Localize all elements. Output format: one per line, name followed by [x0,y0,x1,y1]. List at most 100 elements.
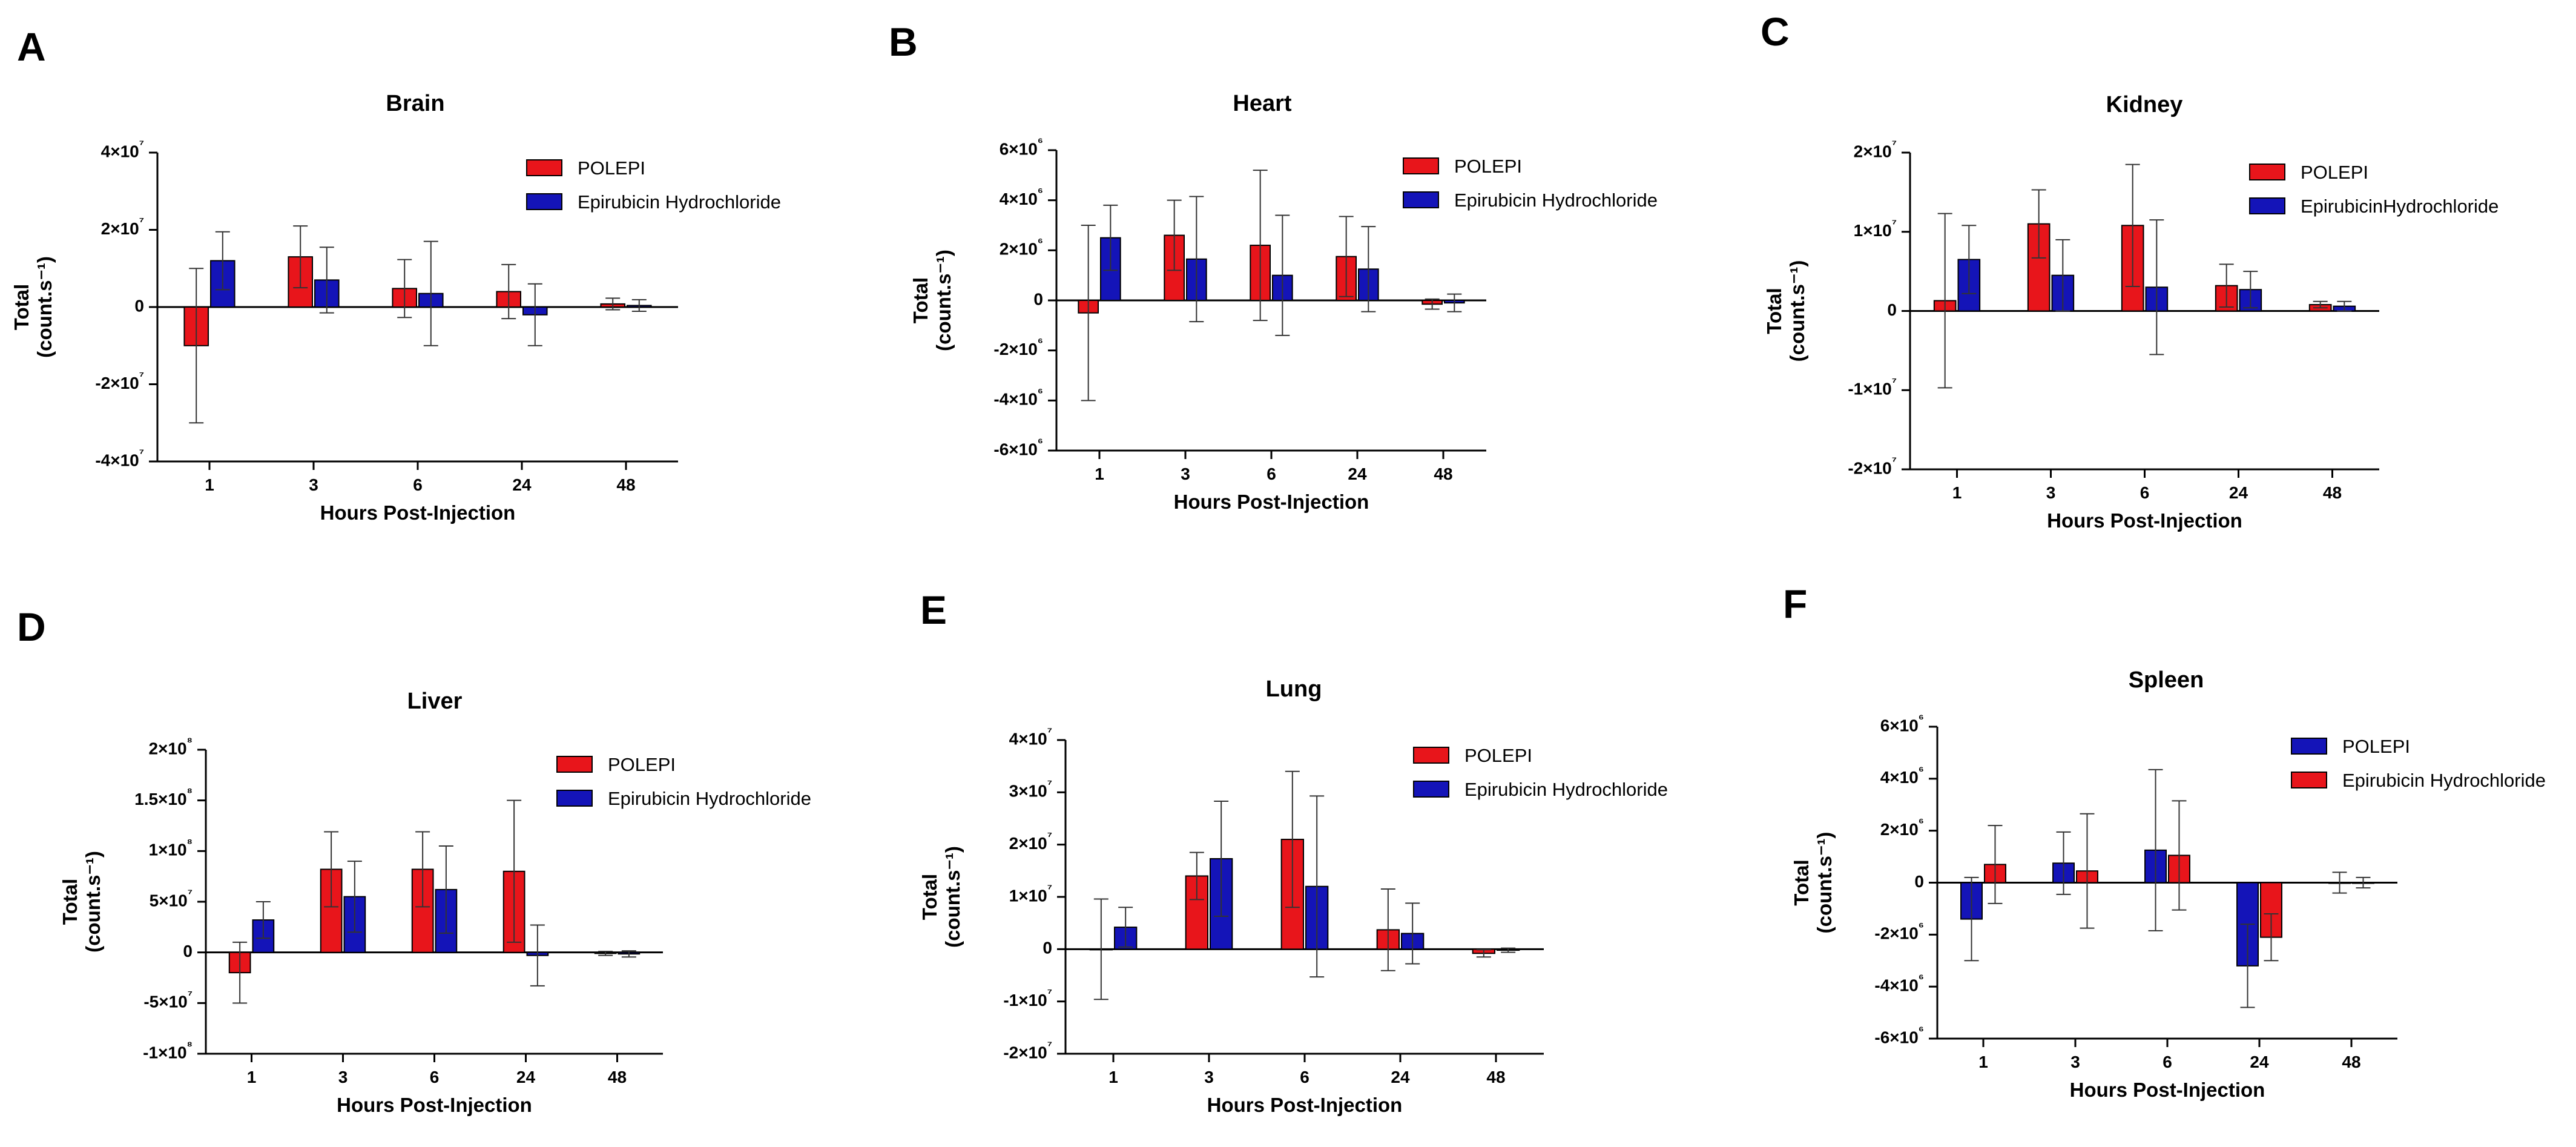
y-tick-label: 2×10⁷ [1009,830,1052,853]
error-bar [2219,263,2234,308]
error-bar [1988,825,2003,904]
error-bar [1253,170,1268,322]
error-bar [598,950,613,956]
legend-label: POLEPI [2342,736,2410,757]
y-axis-label: Total(count.s⁻¹) [1763,260,1808,362]
x-tick-label: 48 [1434,464,1452,483]
chart-title: Kidney [2106,92,2183,117]
x-tick-label: 6 [2163,1053,2172,1071]
y-tick-label: 1×10⁸ [148,837,193,859]
y-tick-label: -2×10⁷ [1003,1039,1052,1062]
legend-swatch [1403,191,1439,208]
x-tick-label: 24 [2250,1053,2269,1071]
error-bar [2243,271,2258,309]
panel-kidney-chart: C Kidney -2×10⁷ -1×10⁷ 0 1×10⁷ 2×10⁷ 1 3 6 24 48 Hou… [1761,9,2499,532]
x-tick-label: 1 [1095,464,1104,483]
x-tick-label: 1 [1108,1068,1118,1086]
error-bar [1285,770,1300,908]
x-tick-label: 6 [1300,1068,1309,1086]
legend-label: Epirubicin Hydrochloride [578,191,781,213]
x-axis-label: Hours Post-Injection [2070,1079,2265,1101]
x-tick-label: 1 [1978,1053,1988,1071]
y-tick-label: 4×10⁶ [1880,764,1924,787]
x-tick-label: 24 [516,1068,536,1086]
y-axis-label: Total(count.s⁻¹) [10,256,56,358]
error-bar [1167,199,1182,271]
panel-label: C [1761,9,1790,54]
x-tick-label: 24 [1348,464,1367,483]
error-bar [347,861,362,933]
x-tick-label: 1 [205,475,214,494]
panel-brain-chart: A Brain -4×10⁷ -2×10⁷ 0 2×10⁷ 4×10⁷ 1 3 6 24 48 Hour… [10,24,781,524]
legend-entry: Epirubicin Hydrochloride [526,191,781,213]
x-tick-label: 48 [1486,1068,1505,1086]
x-tick-label: 3 [1204,1068,1214,1086]
error-bar [2264,913,2279,962]
legend-label: Epirubicin Hydrochloride [608,788,811,809]
legend-label: Epirubicin Hydrochloride [1464,779,1668,800]
panel-label: D [17,604,46,649]
error-bar [507,799,522,943]
error-bar [2056,831,2071,895]
legend-label: POLEPI [608,754,676,775]
legend-entry: POLEPI [2249,162,2368,183]
error-bar [1405,902,1420,965]
x-axis-label: Hours Post-Injection [1174,491,1369,513]
y-tick-label: -5×10⁷ [143,989,193,1011]
error-bar [189,268,204,424]
y-tick-label: -6×10⁶ [993,436,1043,458]
y-tick-label: 0 [1033,289,1043,308]
panel-liver-chart: D Liver -1×10⁸ -5×10⁷ 0 5×10⁷ 1×10⁸ 1.5×10⁸ 2×10… [17,604,811,1116]
x-axis-label: Hours Post-Injection [320,501,516,524]
y-tick-label: 4×10⁷ [101,138,144,160]
x-axis-label: Hours Post-Injection [337,1094,532,1116]
y-tick-label: -4×10⁷ [95,447,144,469]
chart-title: Spleen [2129,667,2204,693]
y-tick-label: 0 [1914,872,1924,891]
error-bar [397,259,412,319]
x-tick-label: 3 [309,475,318,494]
error-bar [1214,801,1229,917]
error-bar [324,831,339,908]
chart-title: Brain [386,91,444,116]
error-bar [1447,293,1462,312]
y-tick-label: 0 [134,296,144,315]
y-tick-label: 2×10⁷ [1854,138,1897,160]
error-bar [1476,949,1491,958]
y-tick-label: -2×10⁶ [1874,921,1924,943]
error-bar [1118,907,1133,948]
y-tick-label: 4×10⁶ [1000,186,1043,208]
error-bar [1309,795,1325,978]
legend-entry: POLEPI [1403,156,1522,177]
error-bar [1189,196,1204,323]
x-tick-label: 48 [608,1068,627,1086]
y-tick-label: -4×10⁶ [993,386,1043,409]
legend-swatch [1413,747,1449,764]
error-bar [438,845,453,934]
y-tick-label: 2×10⁶ [1880,816,1924,839]
error-bar [605,297,621,311]
y-tick-label: -6×10⁶ [1874,1024,1924,1046]
x-tick-label: 3 [338,1068,348,1086]
y-tick-label: 0 [1887,300,1897,319]
legend-swatch [2291,772,2327,788]
error-bar [1103,204,1118,271]
error-bar [1081,225,1096,402]
legend-entry: Epirubicin Hydrochloride [1403,190,1658,211]
chart-title: Heart [1233,91,1291,116]
error-bar [1937,213,1952,389]
error-bar [2149,219,2164,355]
x-tick-label: 24 [512,475,532,494]
error-bar [530,924,545,987]
panel-label: E [920,587,947,632]
error-bar [2337,300,2352,312]
legend-swatch [556,790,593,807]
error-bar [1275,214,1290,336]
legend-label: EpirubicinHydrochloride [2301,196,2499,217]
y-tick-label: 2×10⁷ [101,216,144,238]
y-tick-label: 1.5×10⁸ [134,786,193,808]
y-tick-label: 0 [183,942,193,960]
x-tick-label: 24 [1391,1068,1410,1086]
bar-polepi-6 [2121,225,2144,312]
y-axis-label: Total(count.s⁻¹) [918,846,964,948]
